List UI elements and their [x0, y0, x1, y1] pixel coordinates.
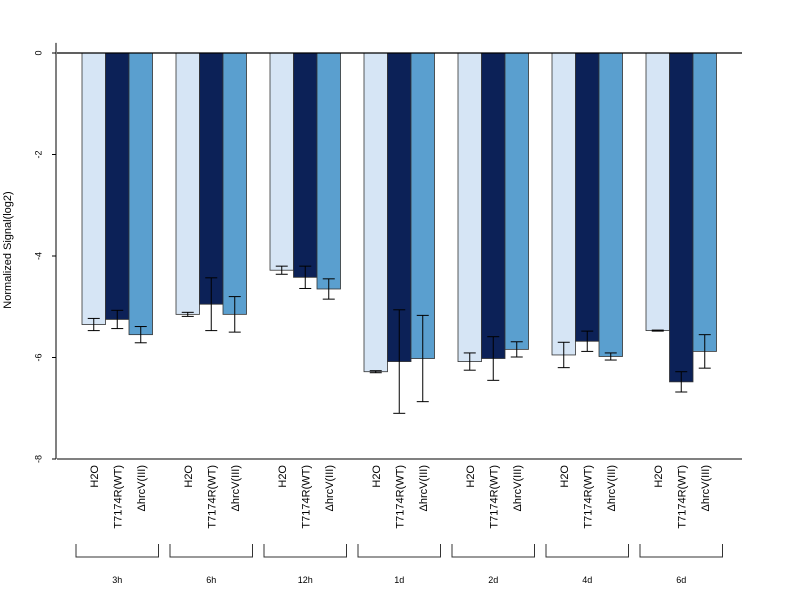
series-label: T7174R(WT)	[206, 465, 218, 529]
bar	[128, 52, 153, 336]
series-label: H2O	[183, 465, 195, 488]
category-label: 12h	[298, 575, 313, 585]
category-label: 4d	[582, 575, 592, 585]
bar	[504, 52, 529, 350]
bar	[316, 52, 341, 290]
bar	[575, 52, 600, 342]
series-label: T7174R(WT)	[394, 465, 406, 529]
bar	[269, 52, 294, 271]
bar	[598, 52, 623, 357]
y-tick-label: 0	[33, 50, 43, 55]
category-label: 1d	[394, 575, 404, 585]
series-label: ΔhrcV(III)	[512, 465, 524, 511]
bar	[692, 52, 717, 352]
series-label: ΔhrcV(III)	[230, 465, 242, 511]
series-label: H2O	[465, 465, 477, 488]
bar	[551, 52, 576, 356]
y-tick-label: -6	[33, 353, 43, 361]
bar	[293, 52, 318, 278]
y-tick-label: -4	[33, 252, 43, 260]
series-label: T7174R(WT)	[676, 465, 688, 529]
group-bracket	[357, 544, 441, 558]
series-label: T7174R(WT)	[112, 465, 124, 529]
category-label: 6h	[206, 575, 216, 585]
series-label: H2O	[89, 465, 101, 488]
y-tick-label: -8	[33, 455, 43, 463]
group-bracket	[263, 544, 347, 558]
bar	[669, 52, 694, 383]
series-label: ΔhrcV(III)	[324, 465, 336, 511]
y-axis-title: Normalized Signal(log2)	[2, 191, 14, 308]
bar	[199, 52, 224, 305]
category-label: 3h	[112, 575, 122, 585]
series-label: ΔhrcV(III)	[418, 465, 430, 511]
bar	[481, 52, 506, 359]
bar	[175, 52, 200, 315]
bar	[81, 52, 106, 325]
bar	[410, 52, 435, 359]
bar	[457, 52, 482, 362]
series-label: ΔhrcV(III)	[136, 465, 148, 511]
series-label: T7174R(WT)	[582, 465, 594, 529]
series-label: H2O	[653, 465, 665, 488]
group-bracket	[451, 544, 535, 558]
x-axis: H2O T7174R(WT) ΔhrcV(III) 3h H2O T7174R(WT) Δh…	[57, 458, 742, 585]
category-label: 6d	[676, 575, 686, 585]
series-label: T7174R(WT)	[488, 465, 500, 529]
category-label: 2d	[488, 575, 498, 585]
bar	[363, 52, 388, 373]
y-tick-label: -2	[33, 150, 43, 158]
series-label: ΔhrcV(III)	[700, 465, 712, 511]
group-bracket	[545, 544, 629, 558]
group-bracket	[169, 544, 253, 558]
series-label: ΔhrcV(III)	[606, 465, 618, 511]
series-label: H2O	[559, 465, 571, 488]
bar	[645, 52, 670, 332]
plot-area	[57, 52, 742, 414]
bar	[222, 52, 247, 315]
group-bracket	[639, 544, 723, 558]
group-bracket	[75, 544, 159, 558]
bar	[105, 52, 130, 320]
series-label: H2O	[277, 465, 289, 488]
series-label: T7174R(WT)	[300, 465, 312, 529]
series-label: H2O	[371, 465, 383, 488]
y-axis: 0 -2 -4 -6 -8	[33, 42, 57, 463]
